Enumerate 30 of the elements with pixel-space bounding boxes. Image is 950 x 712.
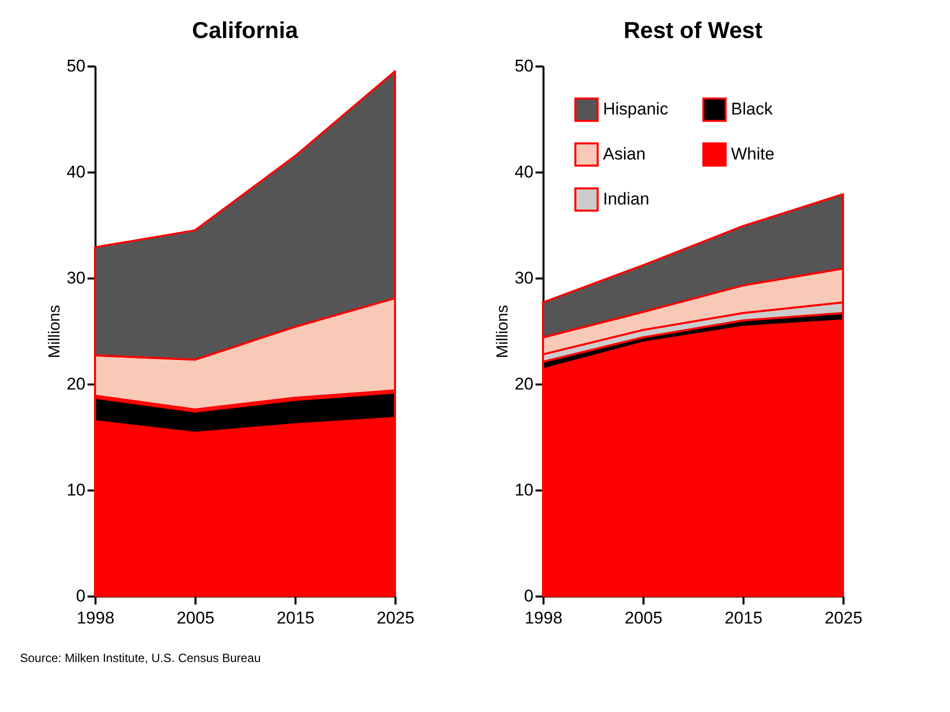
y-tick-label: 0 [76, 586, 86, 606]
x-tick-label: 2015 [276, 608, 314, 628]
chart-title: California [192, 17, 298, 43]
y-axis-title: Millions [46, 304, 64, 358]
y-tick-label: 40 [66, 162, 86, 182]
x-tick-label: 2015 [724, 608, 762, 628]
legend-label: Indian [603, 190, 650, 208]
y-tick-label: 10 [514, 480, 534, 500]
legend-label: Hispanic [603, 100, 669, 119]
legend-label: Black [731, 100, 774, 119]
y-tick-label: 50 [66, 56, 86, 76]
y-tick-label: 10 [66, 480, 86, 500]
y-tick-label: 20 [514, 374, 534, 394]
x-tick-label: 1998 [524, 608, 562, 628]
y-tick-label: 0 [524, 586, 534, 606]
y-axis-title: Millions [494, 304, 512, 358]
y-tick-label: 50 [514, 56, 534, 76]
chart-title: Rest of West [624, 17, 763, 43]
y-tick-label: 40 [514, 162, 534, 182]
y-tick-label: 30 [66, 268, 86, 288]
legend-label: Asian [603, 144, 646, 164]
x-tick-label: 2025 [824, 608, 862, 628]
y-tick-label: 20 [66, 374, 86, 394]
y-tick-label: 30 [514, 268, 534, 288]
legend-label: White [731, 144, 774, 164]
x-tick-label: 1998 [76, 608, 114, 628]
x-tick-label: 2005 [176, 608, 214, 628]
x-tick-label: 2025 [376, 608, 414, 628]
x-tick-label: 2005 [624, 608, 662, 628]
source-note: Source: Milken Institute, U.S. Census Bureau [20, 651, 261, 665]
